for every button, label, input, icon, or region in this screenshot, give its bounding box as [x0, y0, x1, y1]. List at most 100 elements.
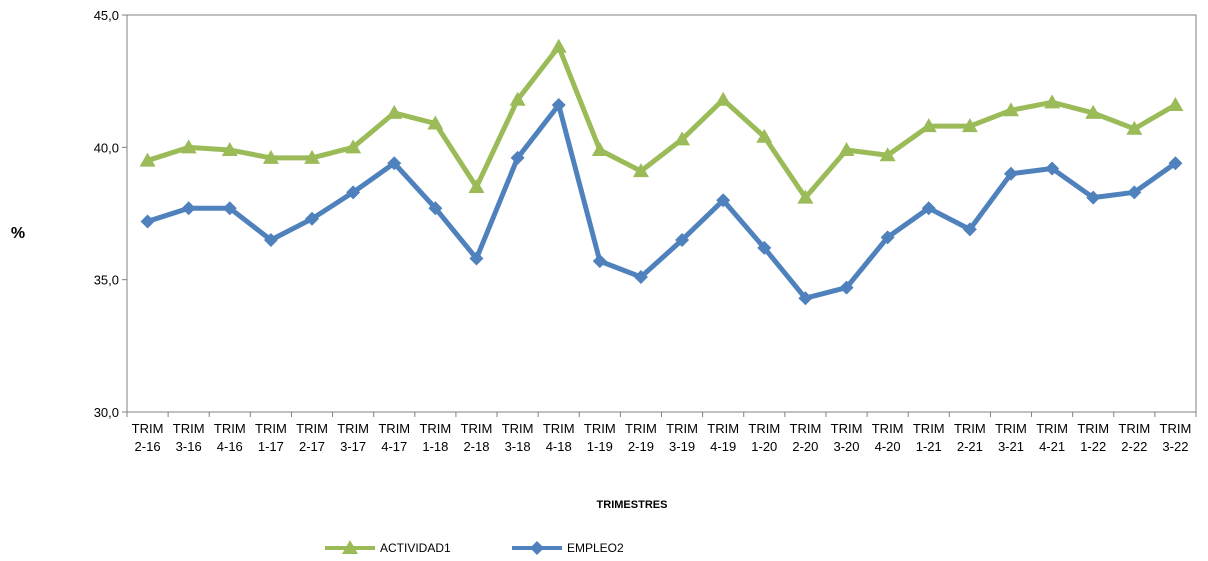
x-tick-label: TRIM: [255, 421, 287, 436]
data-point: [961, 118, 978, 133]
x-tick-label: TRIM: [872, 421, 904, 436]
data-point: [880, 230, 895, 245]
x-tick-label: 2-18: [463, 439, 489, 454]
x-tick-label: TRIM: [1036, 421, 1068, 436]
data-point: [879, 147, 896, 162]
x-tick-label: 3-21: [998, 439, 1024, 454]
data-point: [386, 104, 403, 119]
data-point: [756, 128, 773, 143]
data-point: [633, 270, 648, 285]
x-tick-label: 2-22: [1121, 439, 1147, 454]
data-point: [428, 201, 443, 216]
x-tick-label: TRIM: [502, 421, 534, 436]
x-tick-label: TRIM: [461, 421, 493, 436]
data-point: [592, 254, 607, 269]
data-point: [509, 91, 526, 106]
legend-marker: [530, 541, 544, 555]
data-point: [962, 222, 977, 237]
y-tick-label: 30,0: [94, 405, 119, 420]
data-point: [1167, 96, 1184, 111]
x-tick-label: TRIM: [378, 421, 410, 436]
data-point: [1002, 102, 1019, 117]
x-tick-label: 1-22: [1080, 439, 1106, 454]
series-line: [146, 102, 1177, 301]
legend-entry-actividad1: ACTIVIDAD1: [325, 540, 451, 555]
x-tick-label: 4-19: [710, 439, 736, 454]
data-point: [263, 232, 278, 247]
data-point: [510, 150, 525, 165]
x-tick-label: 4-21: [1039, 439, 1065, 454]
data-point: [387, 156, 402, 171]
data-point: [304, 149, 321, 164]
data-point: [591, 141, 608, 156]
data-point: [1003, 166, 1018, 181]
x-tick-label: 4-20: [875, 439, 901, 454]
x-tick-label: TRIM: [666, 421, 698, 436]
x-axis: TRIM 2-16 TRIM 3-16 TRIM 4-16 TRIM 1-17 TRIM 2-17…: [126, 412, 1197, 454]
plot-area: [126, 14, 1197, 413]
x-tick-label: 1-20: [751, 439, 777, 454]
x-tick-label: TRIM: [625, 421, 657, 436]
series-actividad1: [139, 38, 1184, 204]
x-tick-label: TRIM: [419, 421, 451, 436]
x-tick-label: 4-18: [546, 439, 572, 454]
x-tick-label: 2-21: [957, 439, 983, 454]
legend-label: ACTIVIDAD1: [380, 541, 451, 555]
series-layer: [139, 38, 1184, 306]
data-point: [427, 115, 444, 130]
data-point: [674, 131, 691, 146]
legend-marker: [342, 540, 358, 554]
x-tick-label: TRIM: [790, 421, 822, 436]
x-tick-label: TRIM: [132, 421, 164, 436]
x-tick-label: 3-22: [1162, 439, 1188, 454]
x-tick-label: 1-19: [587, 439, 613, 454]
data-point: [920, 118, 937, 133]
x-tick-label: 2-16: [135, 439, 161, 454]
data-point: [838, 141, 855, 156]
y-tick-label: 35,0: [94, 273, 119, 288]
data-point: [757, 240, 772, 255]
data-point: [1127, 185, 1142, 200]
x-tick-label: TRIM: [173, 421, 205, 436]
x-tick-label: TRIM: [1118, 421, 1150, 436]
data-point: [181, 201, 196, 216]
x-tick-label: 1-18: [422, 439, 448, 454]
data-point: [550, 38, 567, 53]
x-tick-label: TRIM: [913, 421, 945, 436]
legend: ACTIVIDAD1 EMPLEO2: [325, 540, 624, 555]
x-tick-label: TRIM: [584, 421, 616, 436]
data-point: [1126, 120, 1143, 135]
x-tick-label: 2-20: [792, 439, 818, 454]
x-tick-label: TRIM: [748, 421, 780, 436]
y-axis-title: %: [11, 225, 25, 242]
series-line: [146, 44, 1177, 201]
x-tick-label: 3-16: [176, 439, 202, 454]
data-point: [632, 163, 649, 178]
data-point: [140, 214, 155, 229]
x-tick-label: TRIM: [995, 421, 1027, 436]
data-point: [675, 232, 690, 247]
x-tick-label: 3-19: [669, 439, 695, 454]
data-point: [262, 149, 279, 164]
legend-label: EMPLEO2: [567, 541, 624, 555]
series-empleo2: [140, 97, 1183, 306]
x-tick-label: TRIM: [543, 421, 575, 436]
x-tick-label: TRIM: [337, 421, 369, 436]
data-point: [716, 193, 731, 208]
x-axis-title: TRIMESTRES: [597, 499, 668, 511]
data-point: [1045, 161, 1060, 176]
data-point: [797, 189, 814, 204]
x-tick-label: 1-21: [916, 439, 942, 454]
x-tick-label: TRIM: [1160, 421, 1192, 436]
x-tick-label: TRIM: [707, 421, 739, 436]
x-tick-label: 3-18: [505, 439, 531, 454]
x-tick-label: 2-19: [628, 439, 654, 454]
x-tick-label: 3-17: [340, 439, 366, 454]
x-tick-label: TRIM: [214, 421, 246, 436]
data-point: [1085, 104, 1102, 119]
data-point: [551, 97, 566, 112]
x-tick-label: 4-16: [217, 439, 243, 454]
data-point: [715, 91, 732, 106]
x-tick-label: TRIM: [831, 421, 863, 436]
legend-entry-empleo2: EMPLEO2: [512, 541, 624, 555]
